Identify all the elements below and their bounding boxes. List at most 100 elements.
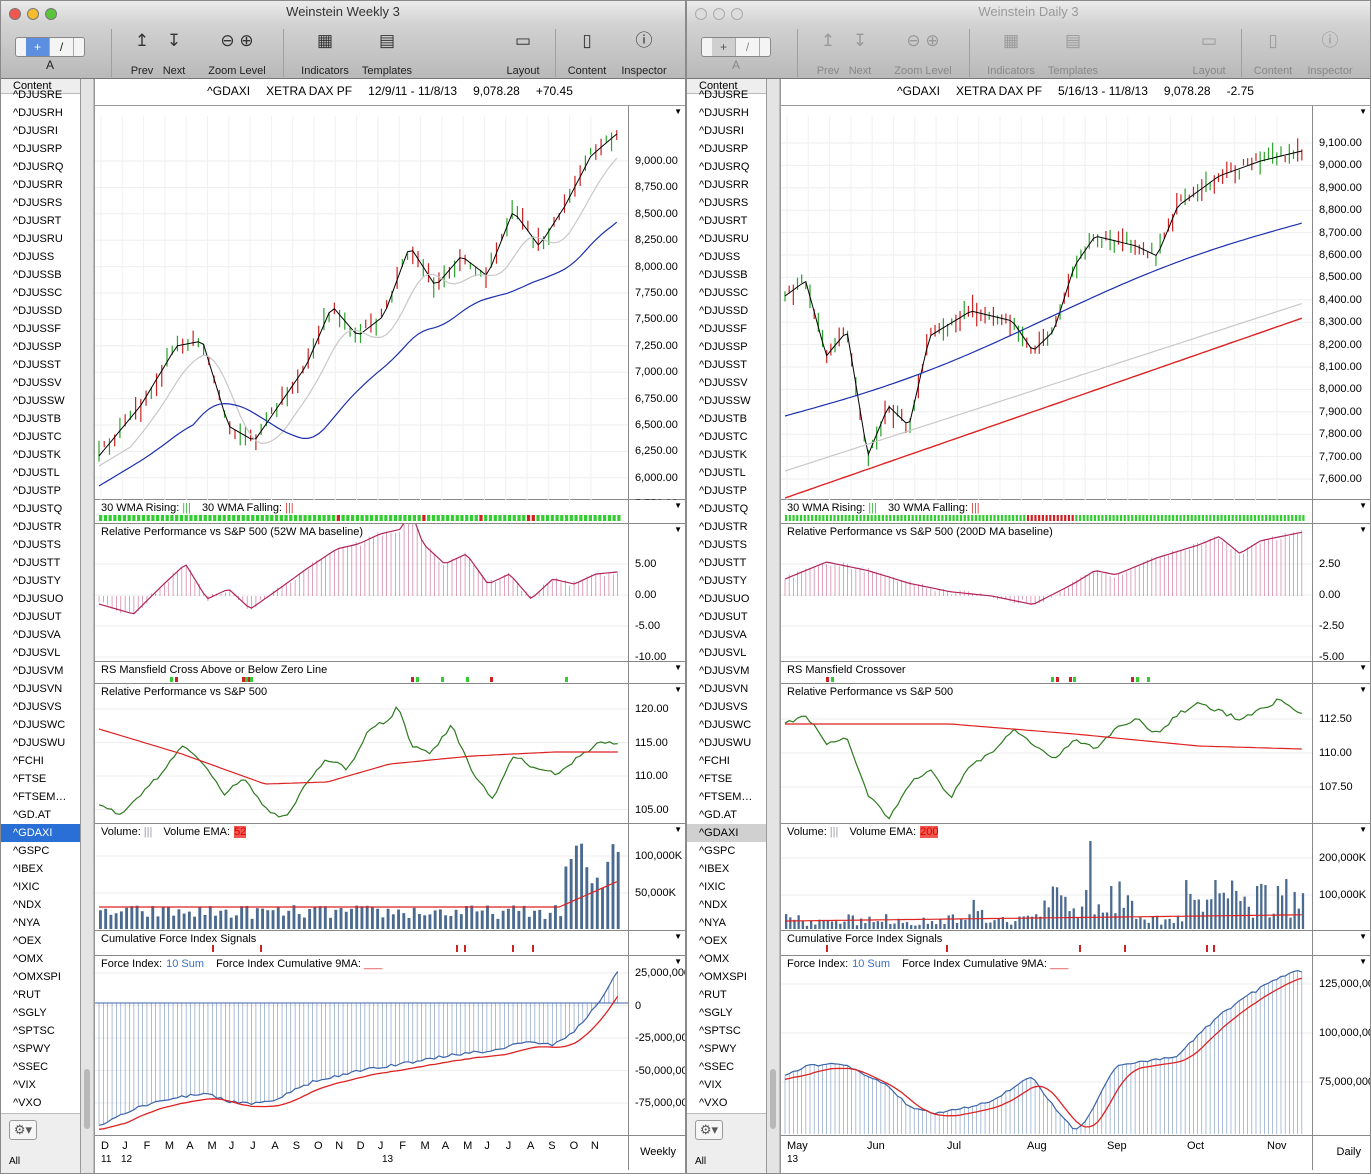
cfi-pane[interactable]: ▼ Cumulative Force Index Signals (95, 931, 685, 956)
symbol-list-item[interactable]: ^DJUSTS (13, 539, 61, 551)
symbol-list-item[interactable]: ^SSEC (13, 1061, 49, 1073)
symbol-list-item[interactable]: ^DJUSVM (699, 665, 750, 677)
content-button[interactable]: ▯ Content (563, 27, 611, 77)
symbol-list-item[interactable]: ^DJUSRT (13, 215, 62, 227)
symbol-list-item[interactable]: ^DJUSST (13, 359, 61, 371)
symbol-list-item[interactable]: ^DJUSTB (13, 413, 61, 425)
pane-menu-icon[interactable]: ▼ (1359, 663, 1367, 672)
cfi-pane[interactable]: ▼ Cumulative Force Index Signals (781, 931, 1370, 956)
symbol-list-item[interactable]: ^DJUSSF (699, 323, 747, 335)
symbol-list-item[interactable]: ^FCHI (13, 755, 44, 767)
symbol-list-item[interactable]: ^VIX (13, 1079, 36, 1091)
symbol-list-item[interactable]: ^IXIC (699, 881, 726, 893)
line-tool-button[interactable]: / (50, 38, 74, 56)
symbol-list-item[interactable]: ^GDAXI (687, 824, 766, 842)
symbol-list-item[interactable]: ^DJUSRR (699, 179, 749, 191)
symbol-list-item[interactable]: ^DJUSSV (699, 377, 748, 389)
symbol-list-item[interactable]: ^DJUSUT (13, 611, 62, 623)
symbol-list-item[interactable]: ^DJUSSV (13, 377, 62, 389)
symbol-list-item[interactable]: ^NDX (13, 899, 42, 911)
symbol-list-item[interactable]: ^DJUSRS (13, 197, 63, 209)
symbol-list-item[interactable]: ^FTSEM… (699, 791, 753, 803)
symbol-list-item[interactable]: ^DJUSST (699, 359, 747, 371)
all-filter-label[interactable]: All (9, 1156, 21, 1167)
symbol-list-item[interactable]: ^OMXSPI (699, 971, 747, 983)
templates-button[interactable]: ▤ Templates (357, 27, 417, 77)
symbol-list-item[interactable]: ^GDAXI (1, 824, 80, 842)
symbol-list-item[interactable]: ^SGLY (13, 1007, 47, 1019)
symbol-list-item[interactable]: ^DJUSWU (13, 737, 66, 749)
pane-menu-icon[interactable]: ▼ (1359, 107, 1367, 116)
pane-menu-icon[interactable]: ▼ (674, 957, 682, 966)
pane-menu-icon[interactable]: ▼ (1359, 825, 1367, 834)
relperf-pane[interactable]: ▼ 112.50 110.00 107.50 Relative Performance … (781, 684, 1370, 824)
symbol-list-item[interactable]: ^DJUSRI (13, 125, 58, 137)
symbol-list-item[interactable]: ^VXO (699, 1097, 728, 1109)
force-pane[interactable]: ▼25,000,000 0 -25,000,000 -50,000,000 -75,00… (95, 956, 685, 1136)
symbol-list-item[interactable]: ^DJUSSD (699, 305, 749, 317)
symbol-list-item[interactable]: ^GD.AT (13, 809, 51, 821)
symbol-list-item[interactable]: ^DJUSTR (699, 521, 748, 533)
symbol-list-item[interactable]: ^FTSEM… (13, 791, 67, 803)
indicators-button[interactable]: ▦ Indicators (293, 27, 357, 77)
rs-cross-pane[interactable]: ▼ RS Mansfield Cross Above or Below Zero … (95, 662, 685, 684)
symbol-list-item[interactable]: ^FTSE (699, 773, 733, 785)
prev-button[interactable]: ↥ Prev (127, 27, 157, 77)
symbol-list-item[interactable]: ^DJUSSW (13, 395, 65, 407)
symbol-list-item[interactable]: ^DJUSSF (13, 323, 61, 335)
symbol-list-item[interactable]: ^DJUSWC (13, 719, 66, 731)
volume-pane[interactable]: ▼ 100,000K 50,000K Volume: ||| Volume EMA: 5… (95, 824, 685, 931)
text-tool-button[interactable]: A (731, 58, 740, 72)
symbol-list-item[interactable]: ^DJUSRU (699, 233, 749, 245)
symbol-list-item[interactable]: ^DJUSRH (13, 107, 63, 119)
price-pane[interactable]: ▼ 9,000.00 8,750.00 8,500.00 8,250.00 8,000.0… (95, 106, 685, 510)
symbol-list-item[interactable]: ^SGLY (699, 1007, 733, 1019)
symbol-list-item[interactable]: ^DJUSTT (699, 557, 747, 569)
symbol-list-item[interactable]: ^DJUSRT (699, 215, 748, 227)
volume-pane[interactable]: ▼ 200,000K 100,000K Volume: ||| Volume EMA:… (781, 824, 1370, 931)
sidebar-header[interactable]: Content (687, 79, 766, 94)
symbol-list-item[interactable]: ^DJUSWU (699, 737, 752, 749)
symbol-list-item[interactable]: ^DJUSVN (699, 683, 749, 695)
symbol-list-item[interactable]: ^OMX (699, 953, 730, 965)
period-label[interactable]: Daily (1336, 1146, 1361, 1158)
symbol-list-item[interactable]: ^IXIC (13, 881, 40, 893)
symbol-list-item[interactable]: ^DJUSRE (13, 89, 63, 101)
symbol-list-item[interactable]: ^DJUSTR (13, 521, 62, 533)
pane-menu-icon[interactable]: ▼ (674, 685, 682, 694)
symbol-list-item[interactable]: ^DJUSUO (699, 593, 750, 605)
wma-pane[interactable]: ▼ 30 WMA Rising: ||| 30 WMA Falling: ||| (95, 500, 685, 524)
pane-menu-icon[interactable]: ▼ (1359, 685, 1367, 694)
symbol-list-item[interactable]: ^DJUSTY (13, 575, 61, 587)
crosshair-tool-button[interactable]: + (712, 38, 736, 56)
symbol-list-item[interactable]: ^DJUSTC (13, 431, 62, 443)
symbol-list-item[interactable]: ^SPWY (13, 1043, 51, 1055)
symbol-list-item[interactable]: ^RUT (699, 989, 727, 1001)
force-pane[interactable]: ▼ 125,000,000 100,000,000 75,000,000 Force I… (781, 956, 1370, 1136)
zoom-window-button[interactable] (731, 8, 743, 20)
pane-menu-icon[interactable]: ▼ (674, 525, 682, 534)
pane-menu-icon[interactable]: ▼ (674, 663, 682, 672)
symbol-list-item[interactable]: ^OEX (699, 935, 728, 947)
layout-button[interactable]: ▭ Layout (501, 27, 545, 77)
templates-button[interactable]: ▤ Templates (1043, 27, 1103, 77)
relperf-ma-pane[interactable]: ▼ 5.00 0.00 -5.00 -10.00 Relative Performance… (95, 524, 685, 663)
symbol-list-item[interactable]: ^DJUSRE (699, 89, 749, 101)
pane-menu-icon[interactable]: ▼ (1359, 932, 1367, 941)
symbol-list-item[interactable]: ^DJUSTT (13, 557, 61, 569)
symbol-list-item[interactable]: ^DJUSRR (13, 179, 63, 191)
symbol-list-item[interactable]: ^DJUSTL (13, 467, 60, 479)
pane-menu-icon[interactable]: ▼ (1359, 525, 1367, 534)
text-tool-button[interactable]: A (45, 58, 54, 72)
symbol-list-item[interactable]: ^DJUSTK (699, 449, 747, 461)
symbol-list-item[interactable]: ^OMXSPI (13, 971, 61, 983)
symbol-list-item[interactable]: ^DJUSSP (699, 341, 748, 353)
symbol-list-item[interactable]: ^SPTSC (13, 1025, 55, 1037)
symbol-list-item[interactable]: ^DJUSTK (13, 449, 61, 461)
symbol-list-item[interactable]: ^IBEX (699, 863, 730, 875)
symbol-list-item[interactable]: ^DJUSVS (699, 701, 748, 713)
symbol-list-item[interactable]: ^NDX (699, 899, 728, 911)
symbol-list-item[interactable]: ^DJUSSD (13, 305, 63, 317)
gear-icon[interactable]: ⚙▾ (9, 1120, 37, 1140)
symbol-list-item[interactable]: ^DJUSRP (699, 143, 749, 155)
